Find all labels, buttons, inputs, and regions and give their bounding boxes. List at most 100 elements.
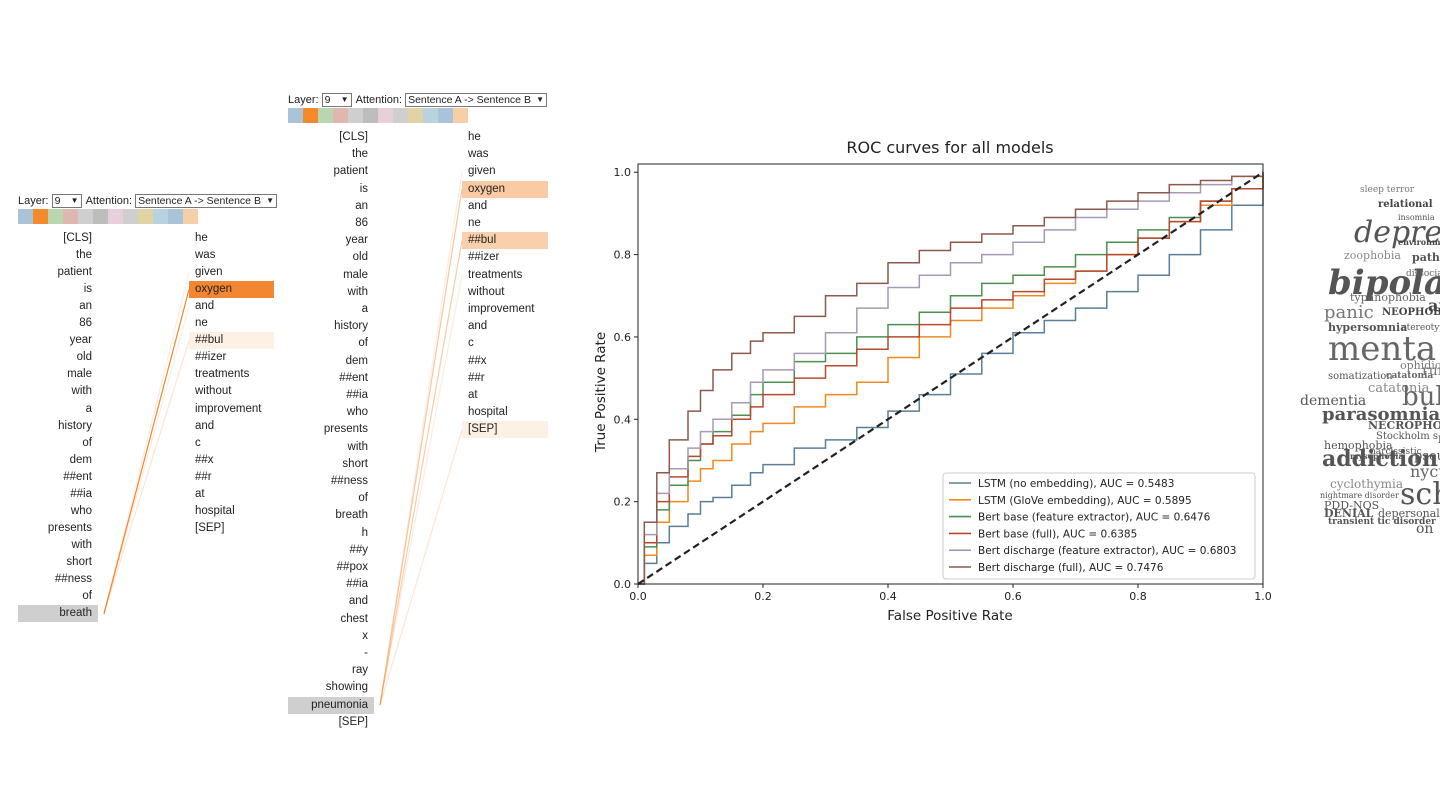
sentence-b-token[interactable]: ##izer [189,349,274,366]
sentence-a-token[interactable]: ##ness [18,571,98,588]
sentence-a-token[interactable]: an [288,198,374,215]
sentence-b-token[interactable]: was [189,247,274,264]
sentence-b-token[interactable]: given [462,163,548,180]
sentence-a-token[interactable]: dem [288,353,374,370]
head-swatch-12[interactable] [183,209,198,224]
head-swatch-7[interactable] [108,209,123,224]
sentence-a-token[interactable]: is [288,181,374,198]
head-swatch-3[interactable] [318,108,333,123]
head-swatch-11[interactable] [168,209,183,224]
head-swatch-1[interactable] [18,209,33,224]
attention-select[interactable]: Sentence A -> Sentence B ▼ [135,194,278,208]
sentence-a-token[interactable]: with [288,439,374,456]
sentence-b-token[interactable]: he [462,129,548,146]
sentence-a-token[interactable]: history [18,418,98,435]
sentence-a-token[interactable]: the [18,247,98,264]
sentence-a-token[interactable]: old [288,249,374,266]
sentence-b-token[interactable]: treatments [189,366,274,383]
sentence-a-token[interactable]: short [288,456,374,473]
sentence-b-token[interactable]: improvement [462,301,548,318]
sentence-a-token[interactable]: year [18,332,98,349]
sentence-b-token[interactable]: and [189,298,274,315]
sentence-a-token[interactable]: year [288,232,374,249]
head-swatch-8[interactable] [123,209,138,224]
sentence-a-token[interactable]: ##ness [288,473,374,490]
sentence-b-token[interactable]: ne [462,215,548,232]
sentence-a-token[interactable]: presents [18,520,98,537]
head-swatch-6[interactable] [93,209,108,224]
sentence-b-token[interactable]: ##x [462,353,548,370]
sentence-b-token[interactable]: given [189,264,274,281]
sentence-a-token[interactable]: of [18,588,98,605]
head-swatch-10[interactable] [153,209,168,224]
sentence-b-token[interactable]: c [462,335,548,352]
sentence-a-token[interactable]: ray [288,662,374,679]
sentence-b-token[interactable]: ##bul [189,332,274,350]
sentence-a-token[interactable]: with [18,383,98,400]
head-swatch-1[interactable] [288,108,303,123]
layer-select[interactable]: 9 ▼ [51,194,82,208]
head-swatch-3[interactable] [48,209,63,224]
sentence-a-token[interactable]: the [288,146,374,163]
sentence-a-token[interactable]: presents [288,421,374,438]
sentence-a-token[interactable]: a [288,301,374,318]
sentence-b-token[interactable]: ##x [189,452,274,469]
sentence-b-token[interactable]: hospital [462,404,548,421]
head-swatch-4[interactable] [333,108,348,123]
sentence-a-token[interactable]: chest [288,611,374,628]
sentence-a-token[interactable]: ##y [288,542,374,559]
sentence-a-token[interactable]: who [18,503,98,520]
sentence-b-token[interactable]: oxygen [189,281,274,299]
sentence-a-token[interactable]: is [18,281,98,298]
sentence-b-token[interactable]: [SEP] [462,421,548,439]
sentence-a-token[interactable]: old [18,349,98,366]
head-swatch-4[interactable] [63,209,78,224]
sentence-a-token[interactable]: an [18,298,98,315]
sentence-a-token[interactable]: ##pox [288,559,374,576]
sentence-a-token[interactable]: [SEP] [288,714,374,731]
sentence-b-token[interactable]: ne [189,315,274,332]
sentence-b-token[interactable]: without [189,383,274,400]
sentence-b-token[interactable]: ##izer [462,249,548,266]
sentence-a-token[interactable]: of [18,435,98,452]
head-swatch-5[interactable] [348,108,363,123]
sentence-a-token[interactable]: with [18,537,98,554]
head-swatch-2[interactable] [303,108,318,123]
sentence-b-token[interactable]: and [462,198,548,215]
sentence-a-token[interactable]: ##ia [18,486,98,503]
sentence-b-token[interactable]: treatments [462,267,548,284]
sentence-a-token[interactable]: - [288,645,374,662]
head-swatch-10[interactable] [423,108,438,123]
head-swatch-6[interactable] [363,108,378,123]
sentence-a-token[interactable]: short [18,554,98,571]
sentence-b-token[interactable]: without [462,284,548,301]
sentence-b-token[interactable]: hospital [189,503,274,520]
sentence-b-token[interactable]: and [189,418,274,435]
sentence-a-token[interactable]: showing [288,679,374,696]
sentence-a-token[interactable]: ##ent [288,370,374,387]
sentence-b-token[interactable]: at [189,486,274,503]
sentence-a-token[interactable]: a [18,401,98,418]
sentence-b-token[interactable]: c [189,435,274,452]
sentence-a-token[interactable]: ##ia [288,576,374,593]
sentence-a-token[interactable]: patient [18,264,98,281]
attention-select[interactable]: Sentence A -> Sentence B ▼ [405,93,548,107]
sentence-a-token[interactable]: 86 [288,215,374,232]
sentence-a-token[interactable]: x [288,628,374,645]
sentence-a-token[interactable]: male [288,267,374,284]
sentence-a-token[interactable]: of [288,490,374,507]
sentence-b-token[interactable]: at [462,387,548,404]
sentence-b-token[interactable]: and [462,318,548,335]
sentence-a-token[interactable]: pneumonia [288,696,374,714]
sentence-b-token[interactable]: ##bul [462,232,548,250]
sentence-a-token[interactable]: dem [18,452,98,469]
sentence-a-token[interactable]: with [288,284,374,301]
sentence-a-token[interactable]: ##ia [288,387,374,404]
head-swatch-11[interactable] [438,108,453,123]
head-swatch-12[interactable] [453,108,468,123]
sentence-a-token[interactable]: male [18,366,98,383]
head-swatch-9[interactable] [408,108,423,123]
sentence-a-token[interactable]: [CLS] [288,129,374,146]
sentence-b-token[interactable]: oxygen [462,180,548,198]
sentence-a-token[interactable]: patient [288,163,374,180]
